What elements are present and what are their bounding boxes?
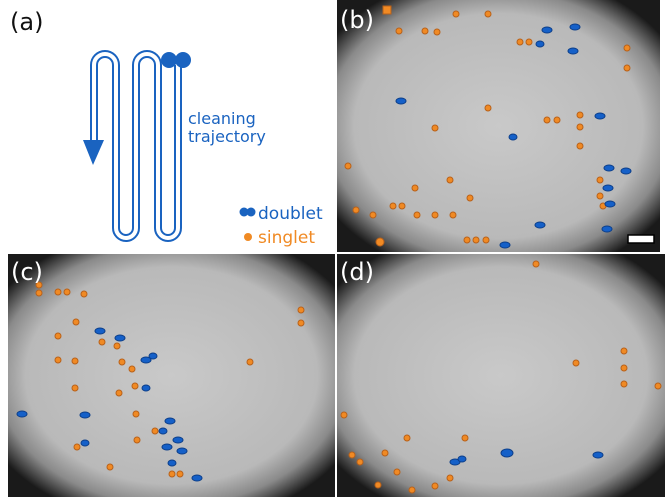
panel-label: (a) [10, 8, 43, 36]
image-c [8, 254, 335, 497]
legend-singlet: singlet [258, 228, 315, 248]
trajectory [83, 52, 191, 238]
trajectory-text: trajectory [188, 127, 266, 146]
panel-label: (b) [340, 6, 374, 34]
figure: (a) cleaning trajectory doublet singlet … [0, 0, 670, 497]
page: (a) cleaning trajectory doublet singlet … [0, 0, 670, 497]
image-b [337, 0, 660, 252]
panel-label: (c) [11, 258, 43, 286]
legend-doublet: doublet [258, 204, 323, 224]
trajectory-text: cleaning [188, 109, 256, 128]
image-d [337, 254, 665, 497]
panel-label: (d) [340, 258, 374, 286]
